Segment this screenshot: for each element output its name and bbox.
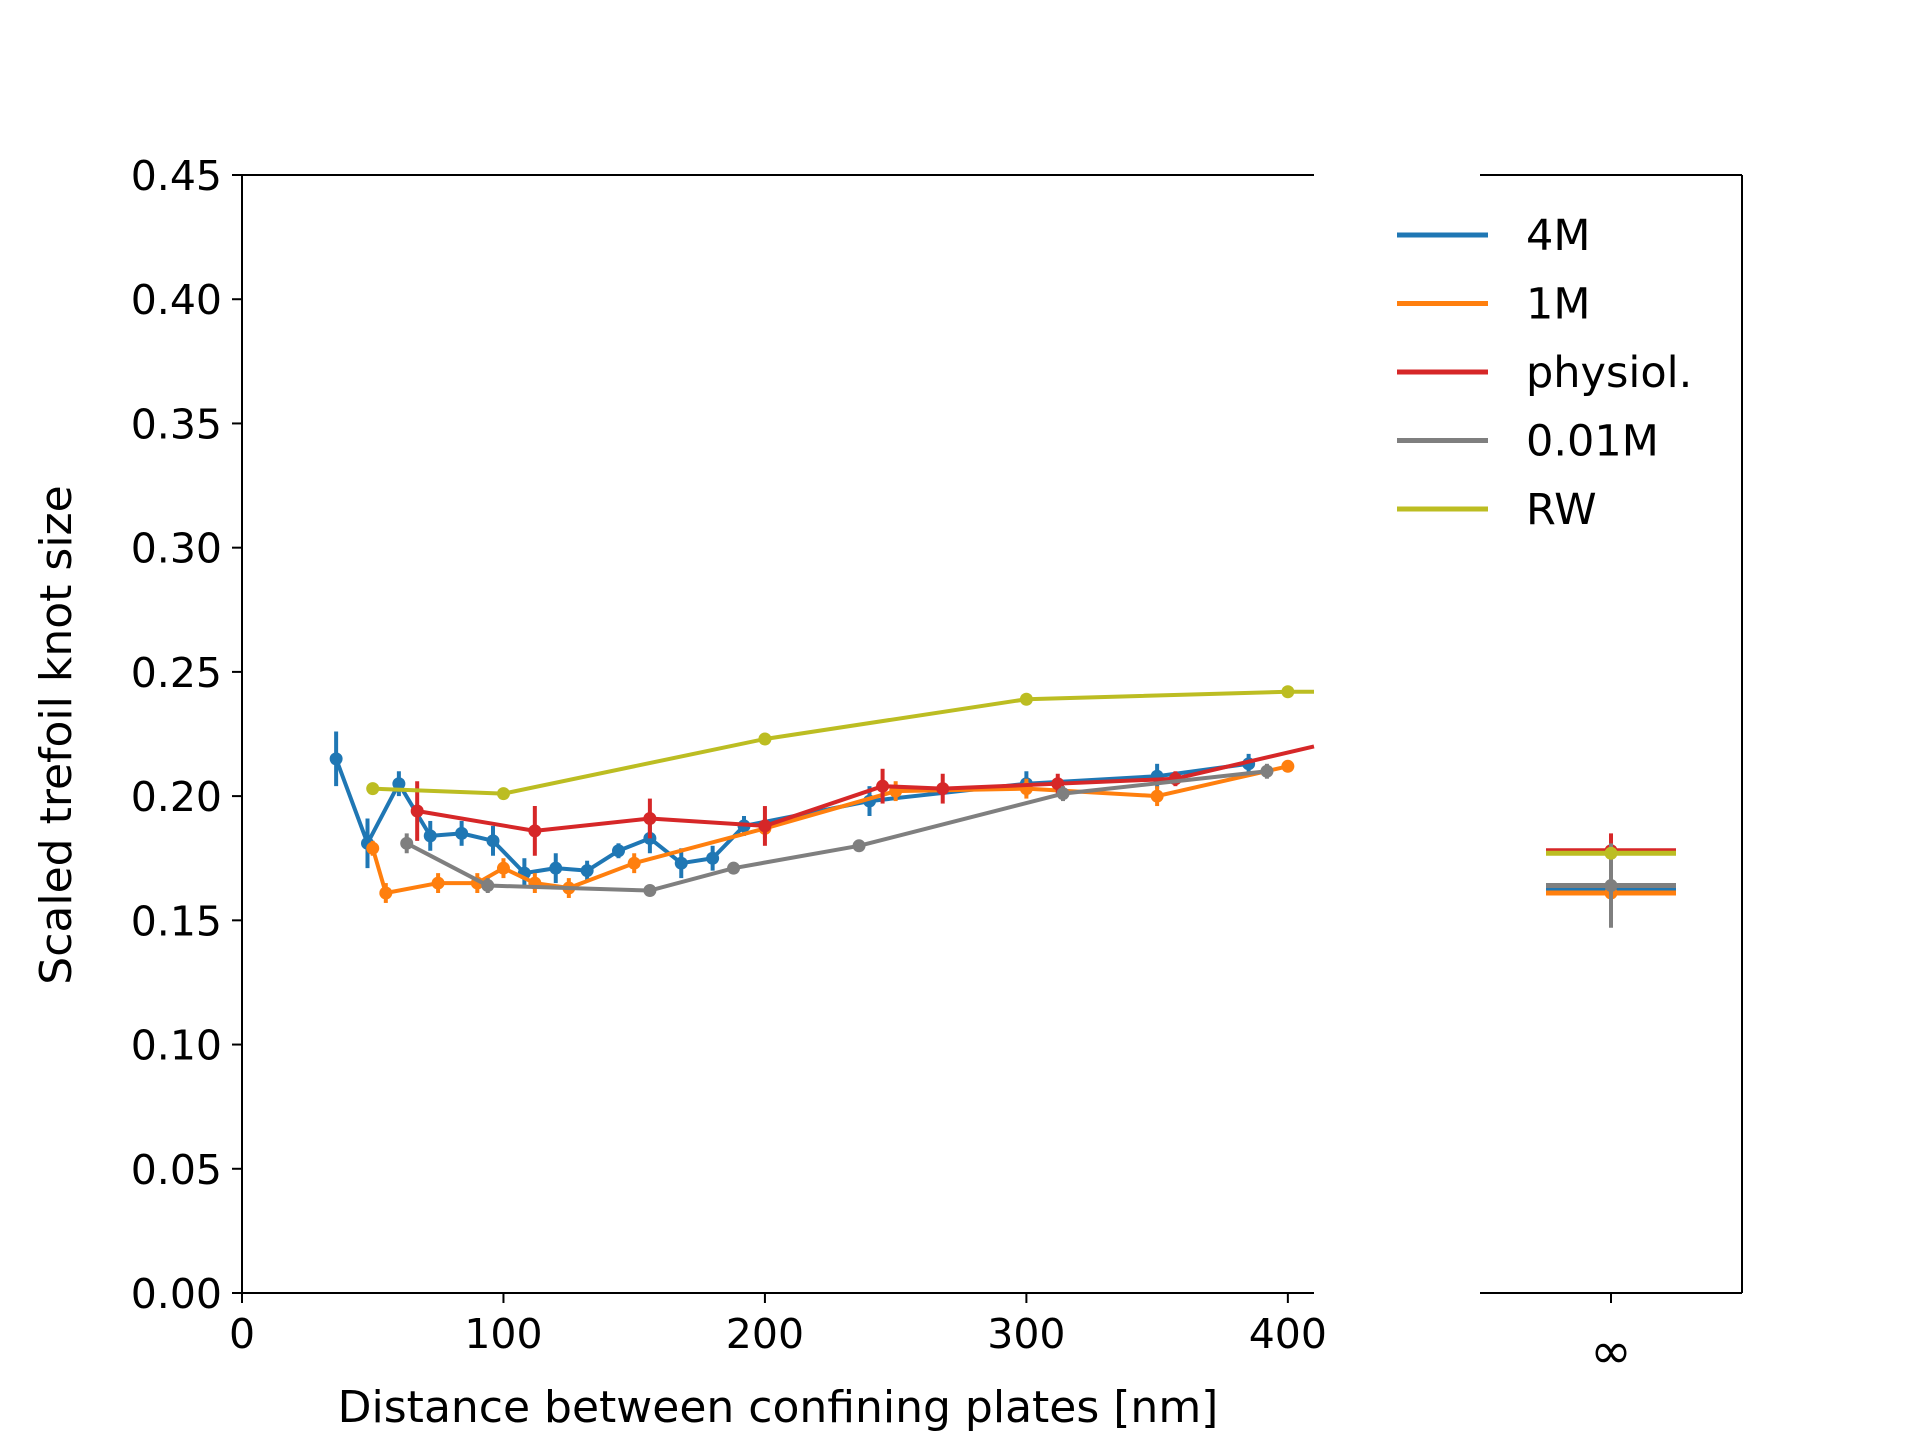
data-point <box>852 839 866 853</box>
data-point <box>366 841 380 855</box>
data-point <box>481 879 495 893</box>
x-axis-label: Distance between confining plates [nm] <box>338 1382 1219 1433</box>
legend-item: physiol. <box>1397 348 1692 398</box>
data-point <box>431 876 445 890</box>
data-point <box>1260 764 1274 778</box>
main-plot-area: 0.00 0.05 0.10 0.15 0.20 0.25 0.30 0.35 0.40 0.45… <box>131 152 1327 1358</box>
y-tick-label: 0.35 <box>131 400 222 448</box>
data-point <box>496 787 510 801</box>
infinity-plot-area: ∞ <box>1480 174 1743 1380</box>
data-point <box>1281 685 1295 699</box>
legend-label: 0.01M <box>1526 417 1659 467</box>
y-tick-label: 0.40 <box>131 276 222 324</box>
y-tick-label: 0.45 <box>131 152 222 200</box>
data-point <box>706 851 720 865</box>
y-tick-label: 0.25 <box>131 649 222 697</box>
legend: 4M 1M physiol. 0.01M RW <box>1397 211 1692 535</box>
series-4m <box>329 731 1256 889</box>
data-point <box>876 779 890 793</box>
y-tick-label: 0.30 <box>131 525 222 573</box>
data-point <box>612 844 626 858</box>
legend-item: 0.01M <box>1397 417 1659 467</box>
infinity-point <box>1604 846 1618 860</box>
data-point <box>486 834 500 848</box>
data-point <box>329 752 343 766</box>
data-point <box>758 819 772 833</box>
x-tick-label: 200 <box>726 1310 804 1358</box>
data-point <box>366 782 380 796</box>
y-tick-label: 0.00 <box>131 1270 222 1318</box>
x-tick-label: 300 <box>987 1310 1065 1358</box>
data-point <box>410 804 424 818</box>
data-point <box>423 829 437 843</box>
data-point <box>1019 692 1033 706</box>
data-point <box>1150 789 1164 803</box>
main-series-group <box>329 685 1315 903</box>
series-rw <box>366 685 1314 801</box>
data-point <box>1281 759 1295 773</box>
infinity-series-rw <box>1546 846 1676 860</box>
data-point <box>727 861 741 875</box>
series-0-01m <box>400 763 1274 898</box>
y-tick-label: 0.05 <box>131 1146 222 1194</box>
legend-label: 4M <box>1526 211 1590 261</box>
data-point <box>580 864 594 878</box>
x-tick-label: 100 <box>464 1310 542 1358</box>
x-tick-label: 0 <box>229 1310 255 1358</box>
infinity-series-group <box>1546 833 1676 928</box>
y-tick-label: 0.10 <box>131 1022 222 1070</box>
data-point <box>549 861 563 875</box>
data-point <box>643 811 657 825</box>
legend-label: physiol. <box>1526 348 1692 398</box>
data-point <box>455 826 469 840</box>
legend-item: 4M <box>1397 211 1590 261</box>
infinity-tick-label: ∞ <box>1590 1322 1632 1380</box>
data-point <box>379 886 393 900</box>
legend-item: RW <box>1397 485 1597 535</box>
data-point <box>496 861 510 875</box>
series-line-physiol <box>416 744 1315 833</box>
legend-label: 1M <box>1526 280 1590 330</box>
data-point <box>936 782 950 796</box>
data-point <box>674 856 688 870</box>
data-point <box>400 836 414 850</box>
y-tick-label: 0.20 <box>131 773 222 821</box>
legend-label: RW <box>1526 485 1597 535</box>
data-point <box>758 732 772 746</box>
data-point <box>1056 787 1070 801</box>
legend-item: 1M <box>1397 280 1590 330</box>
data-point <box>392 777 406 791</box>
data-point <box>627 856 641 870</box>
infinity-point <box>1604 879 1618 893</box>
data-point <box>643 884 657 898</box>
main-ticks-group: 0.00 0.05 0.10 0.15 0.20 0.25 0.30 0.35 0.40 0.45… <box>131 152 1327 1358</box>
series-physiol <box>410 744 1315 856</box>
x-tick-label: 400 <box>1249 1310 1327 1358</box>
data-point <box>528 824 542 838</box>
y-axis-label: Scaled trefoil knot size <box>31 485 82 984</box>
y-tick-label: 0.15 <box>131 897 222 945</box>
